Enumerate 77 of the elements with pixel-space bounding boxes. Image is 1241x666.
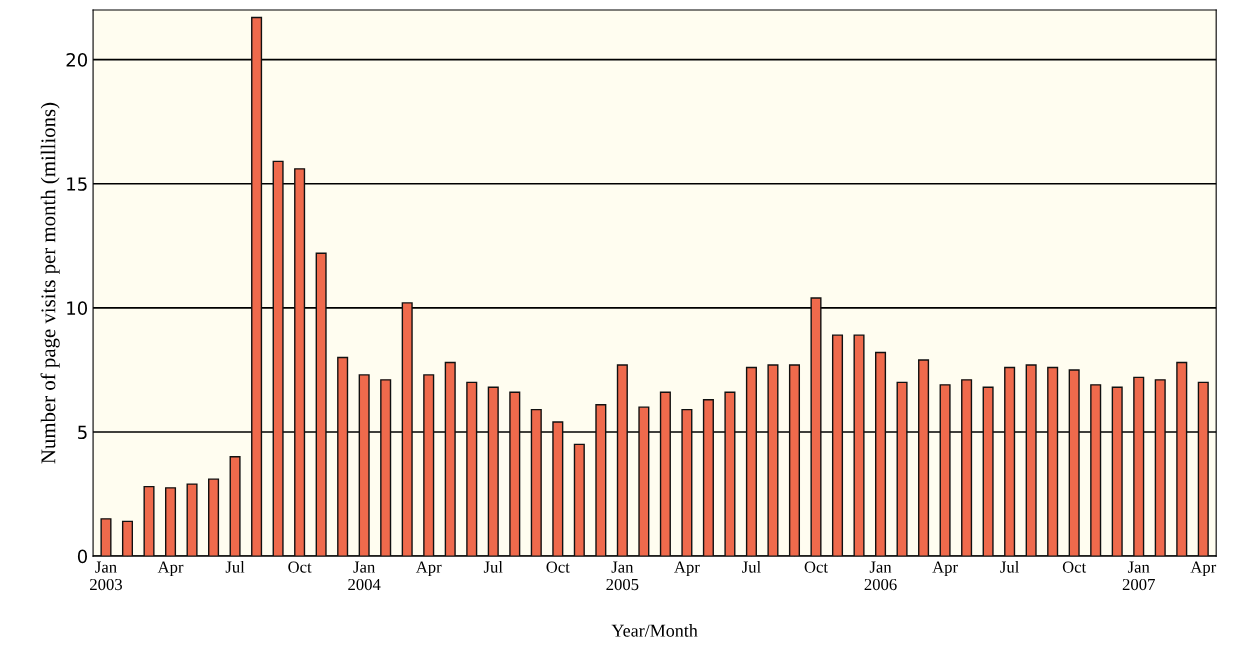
bar bbox=[853, 334, 865, 557]
bar bbox=[1176, 361, 1188, 557]
bar bbox=[337, 356, 349, 557]
bar bbox=[939, 384, 951, 557]
bar bbox=[875, 351, 887, 557]
bar bbox=[121, 520, 134, 557]
bar bbox=[164, 487, 177, 557]
bar bbox=[423, 374, 435, 557]
bar bbox=[208, 478, 220, 557]
bar bbox=[229, 456, 241, 557]
bar bbox=[659, 391, 671, 557]
bar bbox=[251, 16, 263, 557]
bar bbox=[767, 364, 779, 557]
bar bbox=[896, 381, 908, 557]
bar bbox=[982, 386, 994, 557]
bar bbox=[788, 364, 801, 557]
bar bbox=[918, 359, 930, 557]
x-tick-label: Jan 2004 bbox=[348, 561, 381, 591]
bar bbox=[1133, 376, 1145, 557]
bar bbox=[595, 403, 607, 557]
x-axis-title: Year/Month bbox=[611, 624, 698, 637]
bar bbox=[681, 408, 693, 557]
bar bbox=[552, 421, 564, 557]
x-tick-label: Jan 2007 bbox=[1122, 561, 1155, 591]
bar bbox=[100, 518, 112, 557]
x-tick-label: Jan 2006 bbox=[864, 561, 897, 591]
bar bbox=[573, 443, 585, 557]
x-tick-label: Oct bbox=[1062, 561, 1087, 573]
x-tick-label: Apr bbox=[157, 561, 184, 577]
bar bbox=[143, 485, 155, 557]
x-tick-label: Oct bbox=[546, 561, 570, 573]
bar bbox=[509, 391, 521, 557]
x-tick-label: Apr bbox=[674, 561, 700, 577]
bar bbox=[724, 391, 736, 557]
bar bbox=[530, 408, 542, 557]
bar bbox=[745, 366, 757, 557]
bar bbox=[810, 297, 822, 557]
y-tick-label: 10 bbox=[67, 301, 88, 315]
x-tick-label: Jan 2003 bbox=[90, 561, 122, 591]
bar bbox=[466, 381, 478, 557]
y-tick-label: 20 bbox=[66, 53, 88, 67]
x-tick-label: Apr bbox=[932, 561, 958, 577]
x-tick-label: Jul bbox=[225, 560, 245, 573]
bar bbox=[315, 252, 327, 557]
bar bbox=[1047, 366, 1059, 557]
bar bbox=[487, 386, 499, 557]
bar bbox=[961, 379, 973, 557]
bar bbox=[444, 361, 456, 557]
bar bbox=[1025, 364, 1037, 557]
bar bbox=[401, 302, 413, 557]
x-tick-label: Jul bbox=[483, 560, 503, 573]
bar bbox=[638, 406, 650, 557]
bar bbox=[616, 364, 628, 557]
bar bbox=[1090, 384, 1102, 557]
y-tick-label: 0 bbox=[77, 549, 88, 564]
y-tick-label: 5 bbox=[78, 425, 87, 440]
bar bbox=[380, 379, 392, 557]
x-tick-label: Apr bbox=[415, 561, 442, 577]
bar bbox=[358, 374, 370, 557]
x-tick-label: Apr bbox=[1190, 561, 1217, 577]
bar bbox=[1111, 386, 1123, 557]
x-tick-label: Jul bbox=[1000, 560, 1020, 573]
bar bbox=[831, 334, 844, 557]
bar bbox=[1068, 369, 1080, 557]
bar bbox=[294, 168, 306, 557]
y-axis-title: Number of page visits per month (millions) bbox=[40, 102, 60, 464]
bar bbox=[1004, 366, 1016, 557]
bar bbox=[1197, 381, 1209, 557]
bar bbox=[272, 160, 284, 557]
x-tick-label: Jan 2005 bbox=[606, 561, 639, 591]
x-tick-label: Oct bbox=[288, 561, 312, 573]
bar bbox=[1154, 379, 1166, 557]
bar bbox=[702, 399, 714, 557]
bar bbox=[186, 483, 198, 557]
x-tick-label: Jul bbox=[742, 560, 761, 573]
y-tick-label: 15 bbox=[67, 177, 87, 191]
x-tick-label: Oct bbox=[804, 561, 828, 573]
